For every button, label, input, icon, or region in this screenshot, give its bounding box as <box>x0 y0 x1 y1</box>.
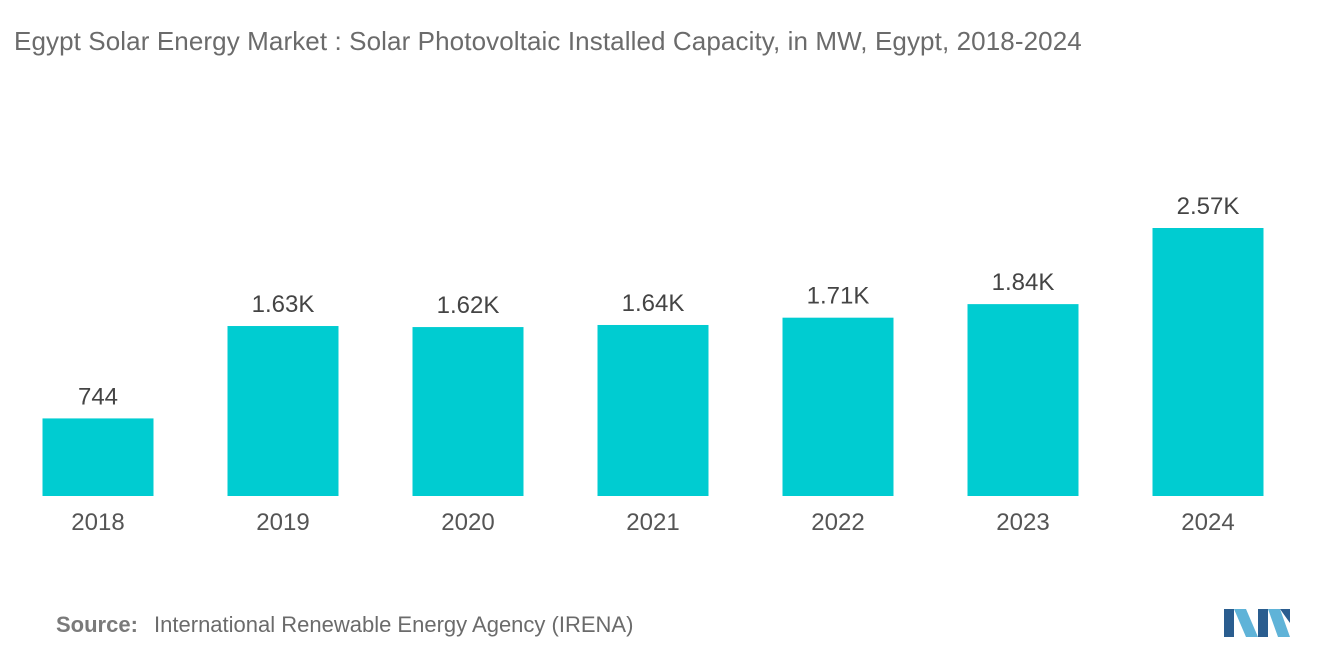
x-tick-label-2018: 2018 <box>71 509 124 536</box>
source-note: Source: International Renewable Energy A… <box>56 612 633 638</box>
x-tick-label-2022: 2022 <box>811 509 864 536</box>
source-label: Source: <box>56 612 138 637</box>
value-label-2023: 1.84K <box>992 269 1055 296</box>
x-tick-label-2024: 2024 <box>1181 509 1234 536</box>
bar-2023 <box>967 304 1079 496</box>
bar-2019 <box>227 326 339 496</box>
bar-2018 <box>42 418 154 496</box>
value-label-2020: 1.62K <box>437 292 500 319</box>
source-text: International Renewable Energy Agency (I… <box>154 612 634 637</box>
x-tick-label-2021: 2021 <box>626 509 679 536</box>
value-labels-group: 744 1.63K 1.62K 1.64K 1.71K 1.84K 2.57K <box>78 193 1239 410</box>
x-axis-ticks: 2018 2019 2020 2021 2022 2023 2024 <box>71 509 1234 536</box>
bar-2022 <box>782 317 894 496</box>
chart-title: Egypt Solar Energy Market : Solar Photov… <box>14 26 1082 56</box>
x-tick-label-2019: 2019 <box>256 509 309 536</box>
bar-2021 <box>597 324 709 496</box>
value-label-2021: 1.64K <box>622 290 685 317</box>
bar-2024 <box>1152 228 1264 496</box>
x-tick-label-2023: 2023 <box>996 509 1049 536</box>
bar-2020 <box>412 327 524 496</box>
mordor-logo-icon <box>1224 609 1290 637</box>
value-label-2018: 744 <box>78 383 118 410</box>
value-label-2024: 2.57K <box>1177 193 1240 220</box>
value-label-2019: 1.63K <box>252 291 315 318</box>
bars-group <box>42 228 1264 496</box>
x-tick-label-2020: 2020 <box>441 509 494 536</box>
value-label-2022: 1.71K <box>807 283 870 310</box>
